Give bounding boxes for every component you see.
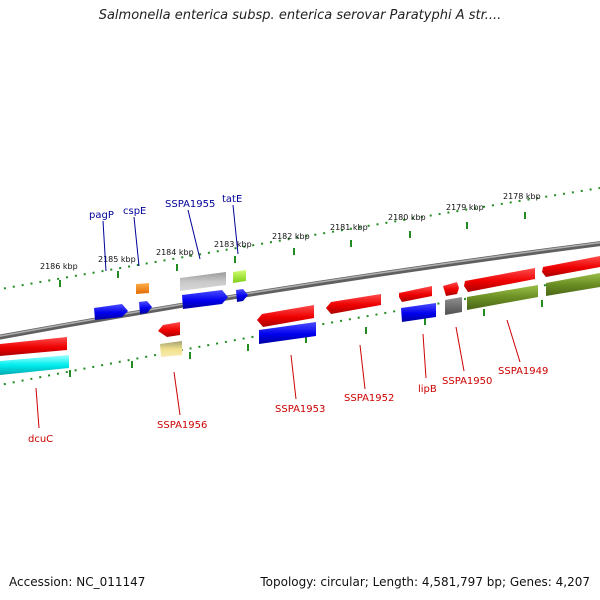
gene-feature[interactable] xyxy=(136,283,149,294)
major-ticks-upper xyxy=(59,212,526,287)
lower-leaders xyxy=(35,319,521,429)
kbp-label: 2183 kbp xyxy=(214,240,252,249)
upper-leaders xyxy=(102,204,239,272)
accession-text: Accession: NC_011147 xyxy=(9,575,146,589)
major-ticks-lower xyxy=(69,300,543,377)
gene-label-SSPA1950[interactable]: SSPA1950 xyxy=(442,376,492,387)
gene-label-SSPA1953[interactable]: SSPA1953 xyxy=(275,404,325,415)
gene-feature[interactable] xyxy=(233,270,246,283)
upper-gene-labels: pagP cspE SSPA1955 tatE xyxy=(89,194,242,221)
kbp-label: 2184 kbp xyxy=(156,248,194,257)
gene-label-SSPA1952[interactable]: SSPA1952 xyxy=(344,393,394,404)
gene-feature[interactable] xyxy=(401,303,436,322)
gene-label-SSPA1949[interactable]: SSPA1949 xyxy=(498,366,548,377)
kbp-label: 2182 kbp xyxy=(272,232,310,241)
gene-label-pagP[interactable]: pagP xyxy=(89,210,114,221)
gene-feature[interactable] xyxy=(546,273,600,296)
gene-feature[interactable] xyxy=(236,289,248,302)
reverse-features xyxy=(94,273,600,322)
gene-feature[interactable] xyxy=(160,341,182,357)
gene-feature[interactable] xyxy=(0,355,69,375)
gene-feature[interactable] xyxy=(467,285,538,310)
gene-label-cspE[interactable]: cspE xyxy=(123,206,146,217)
lower-track-features xyxy=(0,294,381,375)
kbp-label: 2179 kbp xyxy=(446,203,484,212)
gene-feature[interactable] xyxy=(445,297,462,315)
kbp-label: 2185 kbp xyxy=(98,255,136,264)
genome-backbone xyxy=(0,241,600,340)
gene-label-SSPA1955[interactable]: SSPA1955 xyxy=(165,199,215,210)
gene-label-SSPA1956[interactable]: SSPA1956 xyxy=(157,420,207,431)
gene-feature[interactable] xyxy=(326,294,381,314)
gene-feature[interactable] xyxy=(182,290,228,309)
kbp-labels: 2186 kbp 2185 kbp 2184 kbp 2183 kbp 2182… xyxy=(40,192,541,271)
kbp-label: 2181 kbp xyxy=(330,223,368,232)
gene-feature[interactable] xyxy=(0,337,67,356)
gene-feature[interactable] xyxy=(139,301,152,314)
gene-feature[interactable] xyxy=(399,286,432,302)
gene-feature[interactable] xyxy=(94,304,128,320)
gene-label-dcuC[interactable]: dcuC xyxy=(28,434,53,445)
forward-features xyxy=(136,256,600,302)
gene-feature[interactable] xyxy=(158,322,180,337)
lower-gene-labels: dcuC SSPA1956 SSPA1953 SSPA1952 lipB SSP… xyxy=(28,366,548,445)
kbp-label: 2178 kbp xyxy=(503,192,541,201)
gene-feature[interactable] xyxy=(443,282,459,296)
gene-feature[interactable] xyxy=(257,305,314,327)
gene-label-tatE[interactable]: tatE xyxy=(222,194,242,205)
kbp-label: 2186 kbp xyxy=(40,262,78,271)
map-title: Salmonella enterica subsp. enterica sero… xyxy=(98,8,502,23)
topology-summary: Topology: circular; Length: 4,581,797 bp… xyxy=(260,575,590,589)
gene-label-lipB[interactable]: lipB xyxy=(418,384,437,395)
gene-feature[interactable] xyxy=(542,256,600,277)
gene-feature[interactable] xyxy=(180,272,226,291)
gene-feature[interactable] xyxy=(464,268,535,292)
kbp-label: 2180 kbp xyxy=(388,213,426,222)
gene-feature[interactable] xyxy=(259,322,316,344)
